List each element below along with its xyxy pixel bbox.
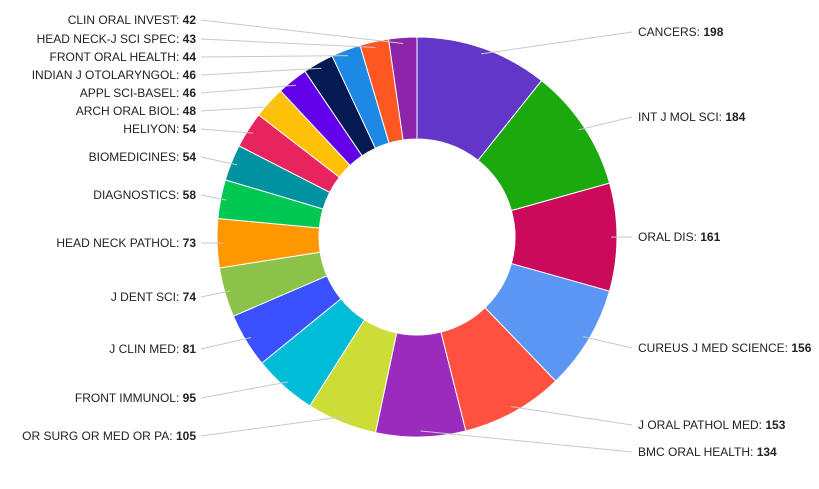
- leader-lines-group: [200, 19, 633, 453]
- leader-line-j-oral-pathol-med: [511, 406, 633, 426]
- slice-label-front-oral-health: FRONT ORAL HEALTH: 44: [50, 50, 197, 64]
- leader-line-j-clin-med: [200, 337, 252, 350]
- slice-label-appl-sci-basel: APPL SCI-BASEL: 46: [80, 86, 197, 100]
- slice-label-head-neck-j-sci-spec: HEAD NECK-J SCI SPEC: 43: [37, 32, 197, 46]
- slice-label-name: INDIAN J OTOLARYNGOL:: [32, 68, 183, 82]
- slice-label-name: APPL SCI-BASEL:: [80, 86, 183, 100]
- slice-label-value: 95: [183, 391, 197, 405]
- slice-label-name: BIOMEDICINES:: [89, 150, 183, 164]
- slice-label-value: 161: [700, 230, 720, 244]
- slice-label-head-neck-pathol: HEAD NECK PATHOL: 73: [56, 236, 196, 250]
- slice-label-name: CLIN ORAL INVEST:: [68, 13, 183, 27]
- leader-line-front-immunol: [200, 381, 289, 399]
- slice-label-value: 184: [725, 110, 745, 124]
- slice-label-name: CUREUS J MED SCIENCE:: [638, 341, 791, 355]
- leader-line-or-surg-or-med-or-pa: [200, 416, 344, 437]
- leader-line-head-neck-j-sci-spec: [200, 38, 376, 48]
- slice-label-j-dent-sci: J DENT SCI: 74: [111, 290, 196, 304]
- slice-label-clin-oral-invest: CLIN ORAL INVEST: 42: [68, 13, 197, 27]
- slice-label-cureus-j-med-science: CUREUS J MED SCIENCE: 156: [638, 341, 812, 355]
- slice-label-front-immunol: FRONT IMMUNOL: 95: [75, 391, 196, 405]
- slice-label-name: J DENT SCI:: [111, 290, 183, 304]
- leader-line-indian-j-otolaryngol: [200, 67, 322, 76]
- slice-label-value: 105: [176, 429, 196, 443]
- slice-label-value: 198: [703, 25, 723, 39]
- slice-label-j-oral-pathol-med: J ORAL PATHOL MED: 153: [638, 418, 786, 432]
- slice-label-name: ORAL DIS:: [638, 230, 700, 244]
- leader-line-bmc-oral-health: [420, 430, 633, 453]
- slice-label-name: HEAD NECK PATHOL:: [56, 236, 182, 250]
- slice-label-name: HELIYON:: [123, 122, 182, 136]
- slice-label-value: 153: [765, 418, 785, 432]
- slice-label-value: 54: [183, 122, 197, 136]
- leader-line-j-dent-sci: [200, 290, 231, 298]
- leader-line-biomedicines: [200, 156, 238, 166]
- slice-label-value: 58: [183, 188, 197, 202]
- slice-label-name: DIAGNOSTICS:: [93, 188, 182, 202]
- slice-label-diagnostics: DIAGNOSTICS: 58: [93, 188, 196, 202]
- slice-label-oral-dis: ORAL DIS: 161: [638, 230, 721, 244]
- slice-label-name: HEAD NECK-J SCI SPEC:: [37, 32, 183, 46]
- slice-label-name: J CLIN MED:: [109, 342, 182, 356]
- slice-label-j-clin-med: J CLIN MED: 81: [109, 342, 196, 356]
- slice-label-value: 46: [183, 68, 197, 82]
- leader-line-cancers: [480, 31, 633, 55]
- slice-label-or-surg-or-med-or-pa: OR SURG OR MED OR PA: 105: [22, 429, 196, 443]
- slice-label-value: 73: [183, 236, 197, 250]
- slice-clin-oral-invest[interactable]: [387, 36, 418, 141]
- labels-group: CANCERS: 198 INT J MOL SCI: 184 ORAL DIS: …: [22, 13, 812, 459]
- leader-line-appl-sci-basel: [200, 84, 297, 94]
- slice-label-bmc-oral-health: BMC ORAL HEALTH: 134: [638, 445, 777, 459]
- slice-label-biomedicines: BIOMEDICINES: 54: [89, 150, 197, 164]
- slice-label-cancers: CANCERS: 198: [638, 25, 724, 39]
- slice-label-value: 42: [183, 13, 197, 27]
- slice-label-name: INT J MOL SCI:: [638, 110, 725, 124]
- leader-line-heliyon: [200, 128, 254, 134]
- leader-line-int-j-mol-sci: [578, 116, 633, 131]
- slice-label-value: 74: [183, 290, 197, 304]
- slice-label-value: 54: [183, 150, 197, 164]
- slice-label-name: ARCH ORAL BIOL:: [76, 104, 183, 118]
- leader-line-front-oral-health: [200, 55, 349, 58]
- slice-label-name: OR SURG OR MED OR PA:: [22, 429, 176, 443]
- slice-label-arch-oral-biol: ARCH ORAL BIOL: 48: [76, 104, 197, 118]
- slice-label-int-j-mol-sci: INT J MOL SCI: 184: [638, 110, 746, 124]
- leader-line-arch-oral-biol: [200, 105, 274, 112]
- leader-line-clin-oral-invest: [200, 19, 404, 44]
- slice-label-value: 44: [183, 50, 197, 64]
- slice-label-value: 46: [183, 86, 197, 100]
- leader-line-cureus-j-med-science: [583, 336, 633, 349]
- slices-group: [216, 36, 618, 438]
- slice-label-value: 43: [183, 32, 197, 46]
- slice-label-value: 134: [757, 445, 777, 459]
- slice-label-name: FRONT ORAL HEALTH:: [50, 50, 183, 64]
- slice-label-value: 48: [183, 104, 197, 118]
- slice-label-indian-j-otolaryngol: INDIAN J OTOLARYNGOL: 46: [32, 68, 197, 82]
- slice-label-value: 156: [791, 341, 811, 355]
- slice-label-name: BMC ORAL HEALTH:: [638, 445, 757, 459]
- leader-line-diagnostics: [200, 194, 227, 201]
- slice-label-value: 81: [183, 342, 197, 356]
- slice-label-heliyon: HELIYON: 54: [123, 122, 196, 136]
- slice-label-name: FRONT IMMUNOL:: [75, 391, 183, 405]
- slice-label-name: CANCERS:: [638, 25, 703, 39]
- slice-label-name: J ORAL PATHOL MED:: [638, 418, 765, 432]
